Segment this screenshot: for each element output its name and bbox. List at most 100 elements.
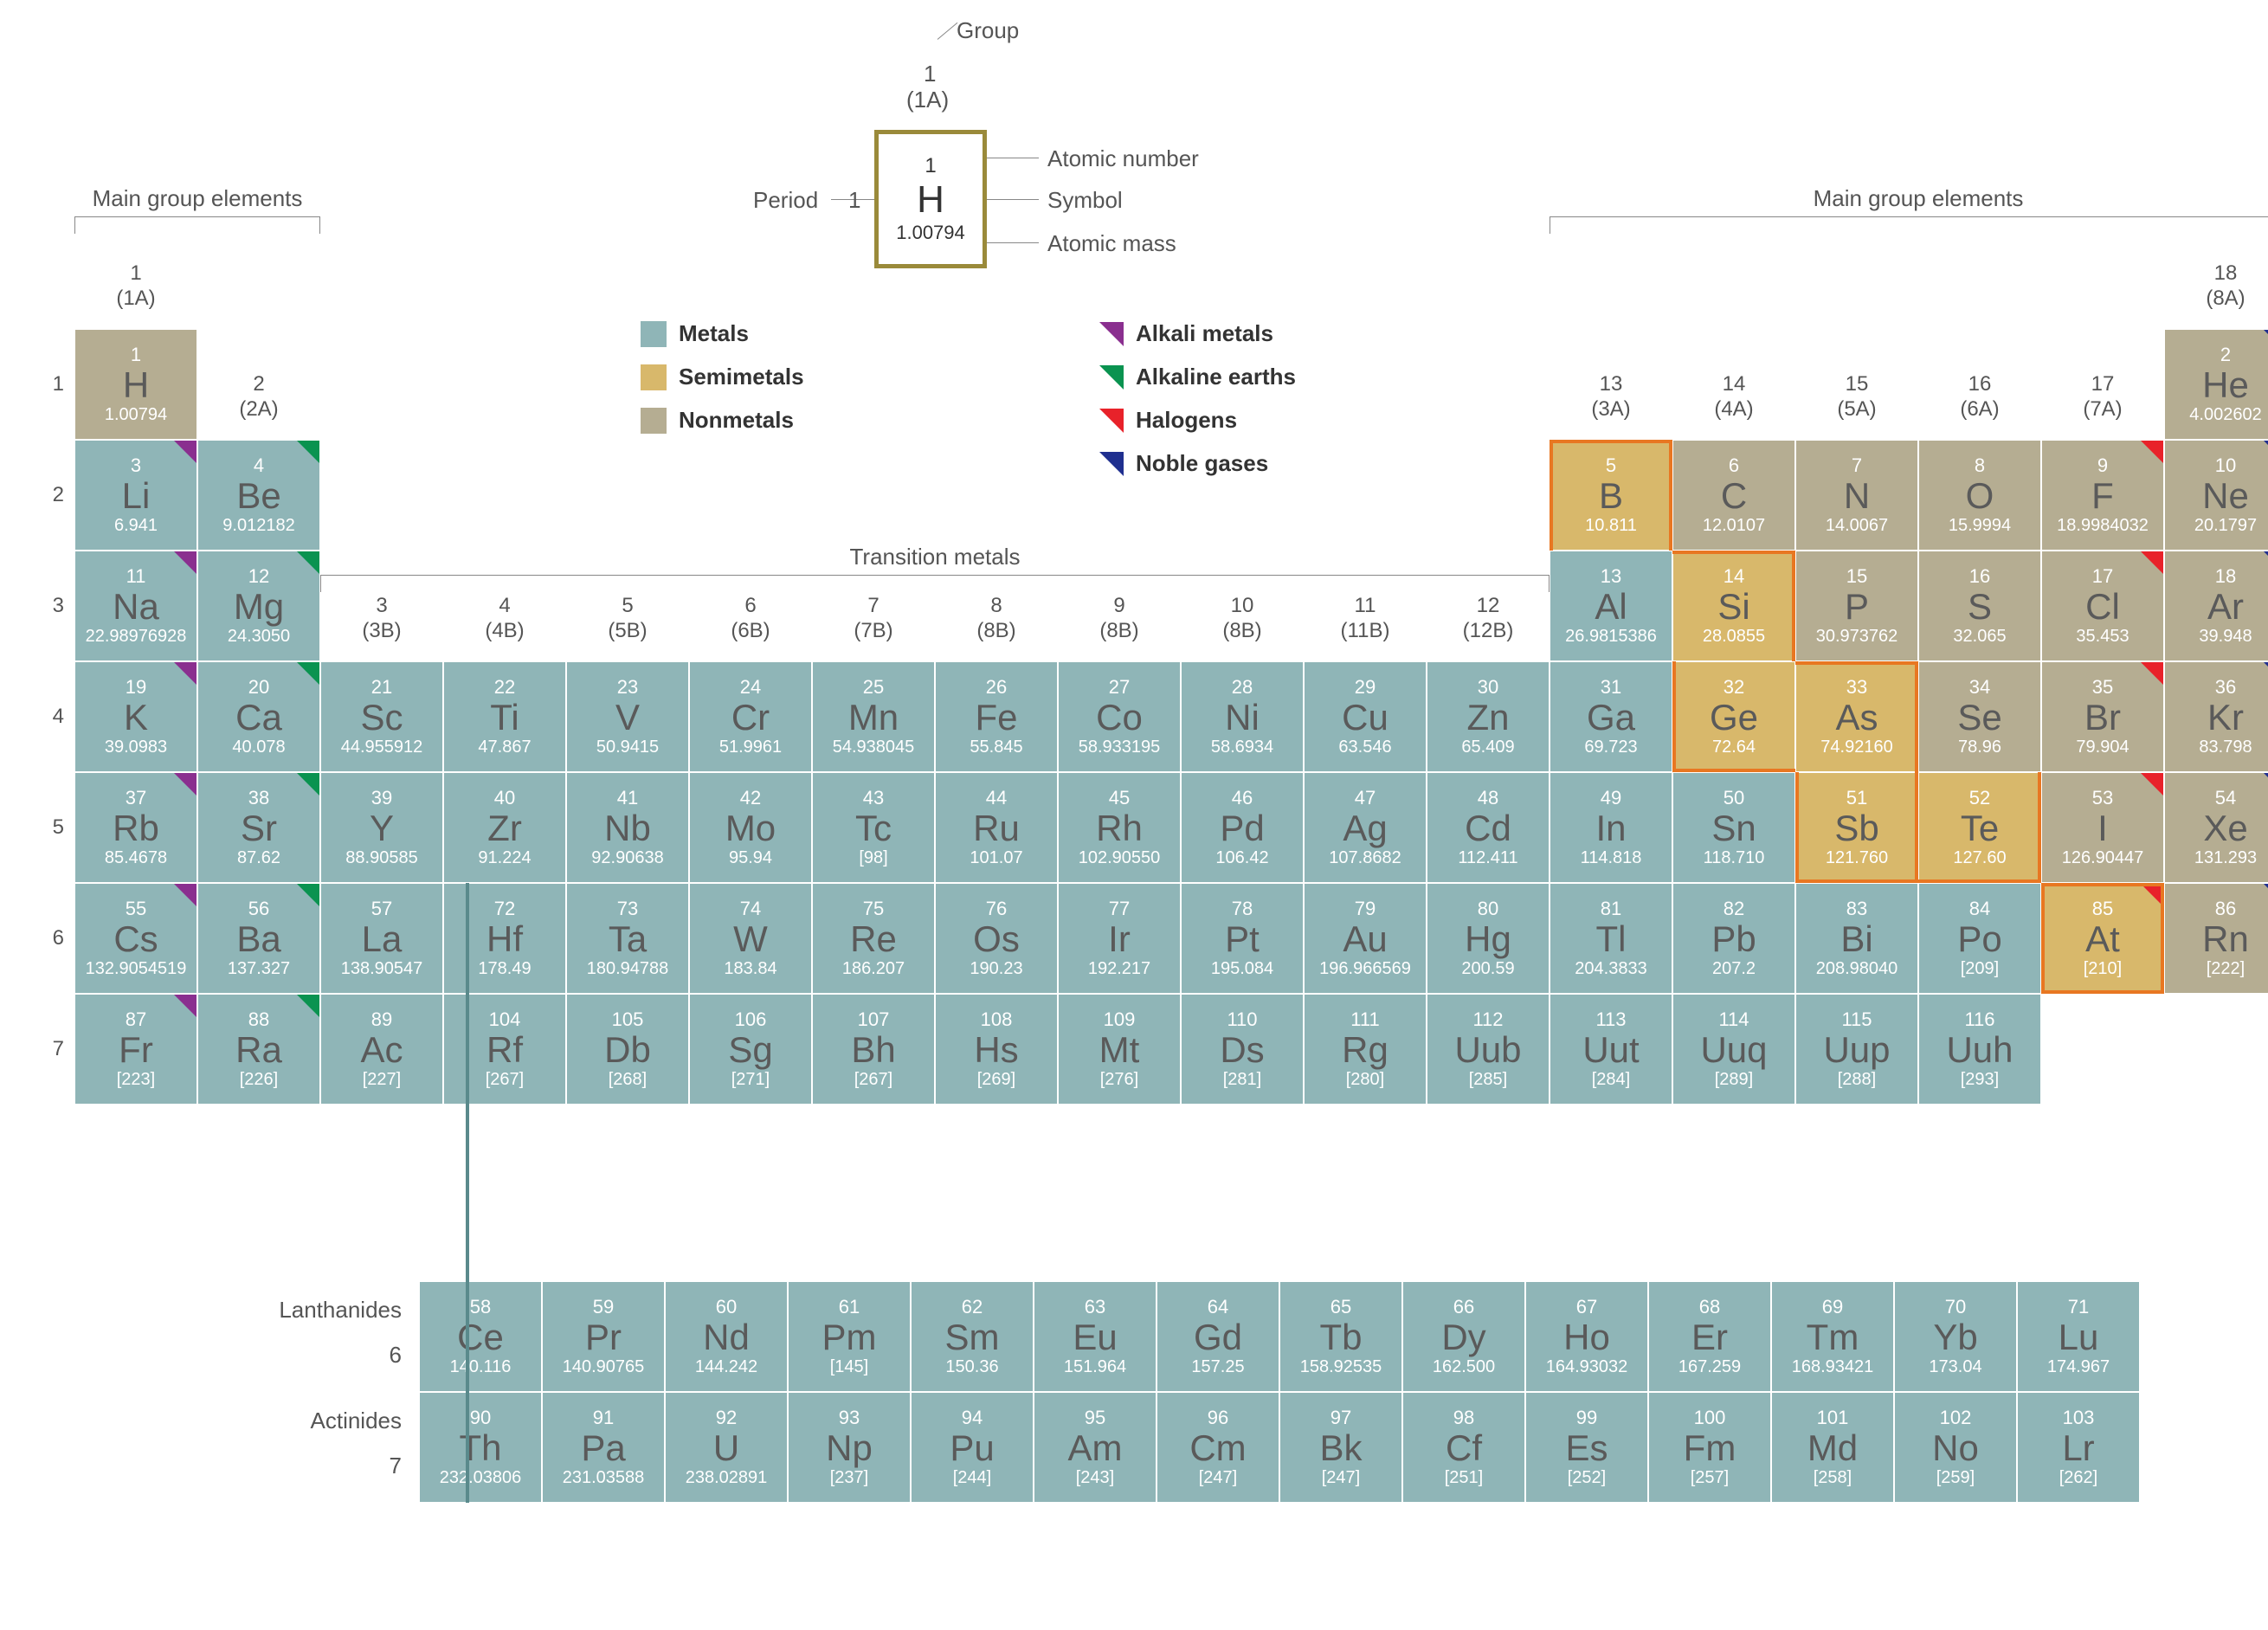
element-No: 102No[259] xyxy=(1894,1392,2017,1503)
actinides-label: Actinides xyxy=(229,1408,402,1434)
legend-metal: Metals xyxy=(641,320,749,347)
noble-marker-icon xyxy=(2264,441,2268,463)
group-label-1: 1(1A) xyxy=(74,261,197,312)
element-Cu: 29Cu63.546 xyxy=(1304,661,1427,772)
element-Br: 35Br79.904 xyxy=(2041,661,2164,772)
element-Fm: 100Fm[257] xyxy=(1648,1392,1771,1503)
element-Uuq: 114Uuq[289] xyxy=(1672,994,1795,1105)
element-Rn: 86Rn[222] xyxy=(2164,883,2268,994)
element-K: 19K39.0983 xyxy=(74,661,197,772)
element-Rh: 45Rh102.90550 xyxy=(1058,772,1181,883)
element-I: 53I126.90447 xyxy=(2041,772,2164,883)
main-group-right-bracket xyxy=(1550,216,2268,234)
element-Ho: 67Ho164.93032 xyxy=(1525,1281,1648,1392)
element-O: 8O15.9994 xyxy=(1918,440,2041,551)
element-Np: 93Np[237] xyxy=(788,1392,911,1503)
element-Sn: 50Sn118.710 xyxy=(1672,772,1795,883)
actinides-period: 7 xyxy=(229,1453,402,1479)
staircase-segment xyxy=(1795,879,1918,883)
element-Sm: 62Sm150.36 xyxy=(911,1281,1034,1392)
noble-marker-icon xyxy=(2264,773,2268,796)
element-Dy: 66Dy162.500 xyxy=(1402,1281,1525,1392)
alkali-marker-icon xyxy=(174,884,197,906)
element-Pr: 59Pr140.90765 xyxy=(542,1281,665,1392)
key-symbol: Symbol xyxy=(1047,187,1123,214)
staircase-segment xyxy=(1915,661,1918,772)
element-Pt: 78Pt195.084 xyxy=(1181,883,1304,994)
element-Pd: 46Pd106.42 xyxy=(1181,772,1304,883)
transition-metals-bracket xyxy=(320,575,1550,592)
key-period-num: 1 xyxy=(848,187,860,214)
element-Kr: 36Kr83.798 xyxy=(2164,661,2268,772)
element-Po: 84Po[209] xyxy=(1918,883,2041,994)
group-label-13: 13(3A) xyxy=(1550,372,1672,422)
element-Ca: 20Ca40.078 xyxy=(197,661,320,772)
element-Au: 79Au196.966569 xyxy=(1304,883,1427,994)
element-Md: 101Md[258] xyxy=(1771,1392,1894,1503)
element-Sg: 106Sg[271] xyxy=(689,994,812,1105)
element-Cs: 55Cs132.9054519 xyxy=(74,883,197,994)
staircase-segment xyxy=(2041,883,2045,994)
element-Ru: 44Ru101.07 xyxy=(935,772,1058,883)
element-Te: 52Te127.60 xyxy=(1918,772,2041,883)
element-Ce: 58Ce140.116 xyxy=(419,1281,542,1392)
element-Al: 13Al26.9815386 xyxy=(1550,551,1672,661)
element-Fr: 87Fr[223] xyxy=(74,994,197,1105)
alkali-marker-icon xyxy=(174,551,197,574)
element-Bh: 107Bh[267] xyxy=(812,994,935,1105)
element-Ac: 89Ac[227] xyxy=(320,994,443,1105)
element-Hs: 108Hs[269] xyxy=(935,994,1058,1105)
group-label-18: 18(8A) xyxy=(2164,261,2268,312)
element-W: 74W183.84 xyxy=(689,883,812,994)
element-Zr: 40Zr91.224 xyxy=(443,772,566,883)
element-Uub: 112Uub[285] xyxy=(1427,994,1550,1105)
element-Ga: 31Ga69.723 xyxy=(1550,661,1672,772)
group-label-11: 11(11B) xyxy=(1304,594,1427,644)
element-Ge: 32Ge72.64 xyxy=(1672,661,1795,772)
key-group-roman: (1A) xyxy=(906,87,949,113)
element-Li: 3Li6.941 xyxy=(74,440,197,551)
noble-triangle-icon xyxy=(1099,452,1124,476)
legend-alkaline: Alkaline earths xyxy=(1099,364,1296,390)
element-Y: 39Y88.90585 xyxy=(320,772,443,883)
element-Ti: 22Ti47.867 xyxy=(443,661,566,772)
element-Be: 4Be9.012182 xyxy=(197,440,320,551)
element-Uup: 115Uup[288] xyxy=(1795,994,1918,1105)
element-V: 23V50.9415 xyxy=(566,661,689,772)
staircase-segment xyxy=(2041,990,2164,994)
staircase-segment xyxy=(2161,883,2164,994)
element-C: 6C12.0107 xyxy=(1672,440,1795,551)
element-Uuh: 116Uuh[293] xyxy=(1918,994,2041,1105)
element-Gd: 64Gd157.25 xyxy=(1157,1281,1279,1392)
element-Bi: 83Bi208.98040 xyxy=(1795,883,1918,994)
element-Eu: 63Eu151.964 xyxy=(1034,1281,1157,1392)
element-Yb: 70Yb173.04 xyxy=(1894,1281,2017,1392)
main-group-left-label: Main group elements xyxy=(76,185,319,212)
element-Mt: 109Mt[276] xyxy=(1058,994,1181,1105)
element-Hg: 80Hg200.59 xyxy=(1427,883,1550,994)
leader-line xyxy=(937,23,958,40)
element-Bk: 97Bk[247] xyxy=(1279,1392,1402,1503)
legend-semimetal: Semimetals xyxy=(641,364,804,390)
element-U: 92U238.02891 xyxy=(665,1392,788,1503)
period-label-4: 4 xyxy=(38,705,64,729)
staircase-segment xyxy=(1918,879,2041,883)
element-Nb: 41Nb92.90638 xyxy=(566,772,689,883)
alkaline-marker-icon xyxy=(297,551,319,574)
fblock-connector-line xyxy=(466,883,469,1503)
alkaline-triangle-icon xyxy=(1099,365,1124,390)
alkali-marker-icon xyxy=(174,995,197,1017)
staircase-segment xyxy=(1669,440,1672,551)
element-Rb: 37Rb85.4678 xyxy=(74,772,197,883)
element-F: 9F18.9984032 xyxy=(2041,440,2164,551)
group-label-15: 15(5A) xyxy=(1795,372,1918,422)
legend-nonmetal: Nonmetals xyxy=(641,407,794,434)
element-Tc: 43Tc[98] xyxy=(812,772,935,883)
element-Nd: 60Nd144.242 xyxy=(665,1281,788,1392)
element-Xe: 54Xe131.293 xyxy=(2164,772,2268,883)
element-Na: 11Na22.98976928 xyxy=(74,551,197,661)
element-Cf: 98Cf[251] xyxy=(1402,1392,1525,1503)
group-label-9: 9(8B) xyxy=(1058,594,1181,644)
staircase-segment xyxy=(1795,661,1918,665)
staircase-segment xyxy=(1550,440,1553,551)
